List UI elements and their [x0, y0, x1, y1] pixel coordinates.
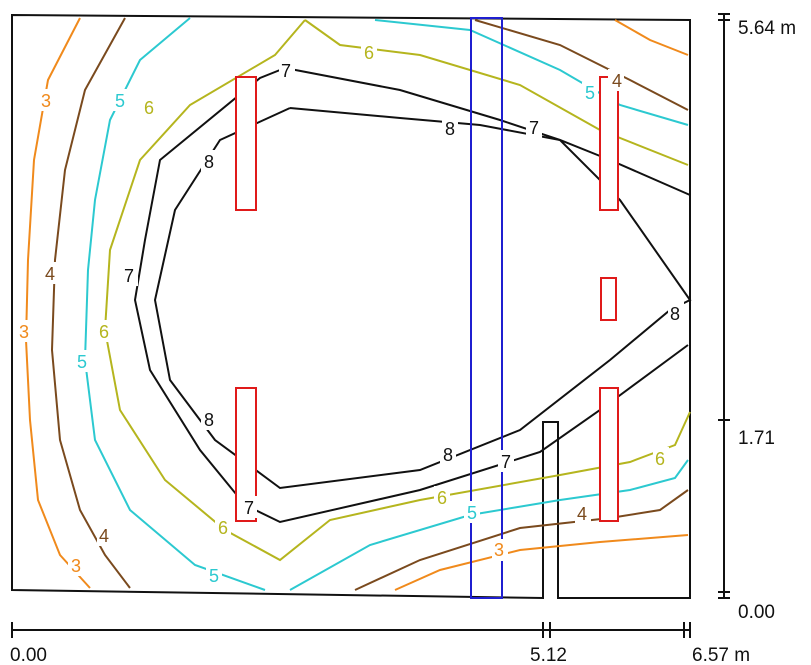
- luminaire: [599, 387, 619, 522]
- contour-4-labels: 4 4 4 4: [42, 69, 624, 546]
- y-tick-top: 5.64 m: [738, 18, 796, 39]
- contour-label: 3: [71, 556, 81, 576]
- contour-label: 7: [124, 266, 134, 286]
- contour-label: 8: [445, 119, 455, 139]
- contour-label: 4: [45, 264, 55, 284]
- luminaire: [600, 277, 617, 321]
- contour-label: 6: [144, 98, 154, 118]
- contour-label: 5: [115, 91, 125, 111]
- window-strip: [470, 17, 503, 599]
- contour-label: 8: [204, 152, 214, 172]
- contour-5-labels: 5 5 5 5 5: [74, 82, 598, 587]
- contour-label: 6: [364, 43, 374, 63]
- luminaire: [235, 387, 257, 522]
- x-tick-mid: 5.12: [530, 645, 567, 665]
- y-dimension-axis: [718, 13, 730, 599]
- y-tick-mid: 1.71: [738, 428, 775, 449]
- x-tick-zero: 0.00: [10, 645, 47, 665]
- contour-label: 5: [209, 566, 219, 586]
- luminaire: [599, 76, 619, 211]
- contour-label: 3: [494, 540, 504, 560]
- contour-label: 7: [281, 61, 291, 81]
- contour-label: 3: [41, 91, 51, 111]
- x-dimension-axis: [11, 622, 691, 638]
- contour-label: 8: [443, 445, 453, 465]
- luminaires: [235, 76, 619, 522]
- contour-label: 5: [585, 83, 595, 103]
- contour-4: [50, 17, 689, 591]
- contour-8-labels: 8 8 8 8 8: [201, 117, 684, 465]
- luminaire: [235, 76, 257, 211]
- contour-3-labels: 3 3 3 3: [17, 89, 508, 576]
- contour-label: 7: [501, 452, 511, 472]
- contour-label: 8: [204, 410, 214, 430]
- contour-label: 3: [19, 322, 29, 342]
- contour-label: 4: [577, 504, 587, 524]
- x-tick-end: 6.57 m: [692, 645, 750, 665]
- contour-label: 6: [655, 449, 665, 469]
- contour-6-labels: 6 6 6 6 6 6: [97, 41, 669, 538]
- contour-label: 7: [529, 118, 539, 138]
- contour-label: 5: [467, 503, 477, 523]
- contour-7-labels: 7 7 7 7 7: [122, 59, 542, 518]
- contour-label: 6: [218, 518, 228, 538]
- contour-label: 4: [99, 526, 109, 546]
- contour-label: 6: [437, 488, 447, 508]
- contour-label: 4: [612, 71, 622, 91]
- y-tick-zero: 0.00: [738, 602, 775, 623]
- contour-label: 8: [670, 304, 680, 324]
- contour-label: 6: [99, 322, 109, 342]
- contour-label: 5: [77, 352, 87, 372]
- room-outline: [11, 13, 691, 600]
- contour-label: 7: [244, 498, 254, 518]
